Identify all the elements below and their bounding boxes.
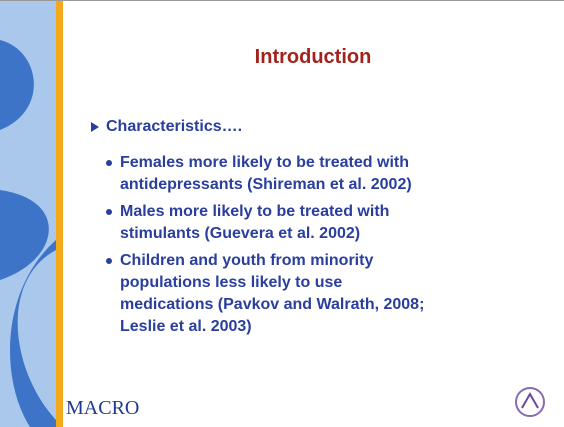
- bullet-text: Leslie et al. 2003): [120, 316, 548, 338]
- bullet-text: stimulants (Guevera et al. 2002): [120, 223, 548, 245]
- bullet-text: Males more likely to be treated with: [120, 201, 548, 223]
- logo-text: MACRO: [66, 397, 139, 420]
- bullet-text: antidepressants (Shireman et al. 2002): [120, 174, 548, 196]
- bullet-heading: Characteristics….: [106, 118, 242, 136]
- bullet-text: Children and youth from minority: [120, 250, 548, 272]
- bullet-dot: [106, 209, 112, 215]
- bullet-dot: [106, 160, 112, 166]
- bullet-text: Females more likely to be treated with: [120, 152, 548, 174]
- slide: Introduction Characteristics…. Females m…: [0, 0, 564, 427]
- bullet-text: populations less likely to use: [120, 272, 548, 294]
- slide-title: Introduction: [62, 46, 564, 69]
- bullet-dot: [106, 258, 112, 264]
- heading-arrow: [91, 122, 99, 132]
- bullet-text: medications (Pavkov and Walrath, 2008;: [120, 294, 548, 316]
